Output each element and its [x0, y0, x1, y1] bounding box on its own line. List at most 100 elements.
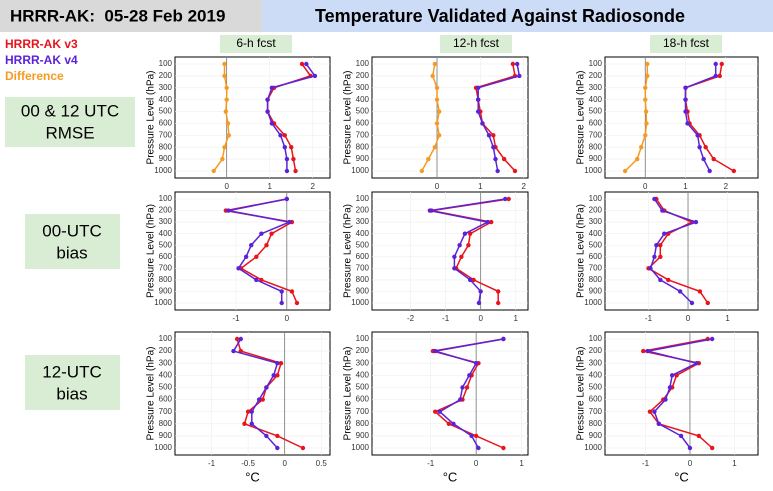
y-tick-label: 700: [589, 263, 603, 272]
header-title: Temperature Validated Against Radiosonde: [315, 6, 685, 26]
point: [694, 361, 699, 366]
point: [643, 97, 648, 102]
row-label: 12-UTC: [42, 362, 102, 381]
point: [284, 156, 290, 162]
series-line: [684, 63, 735, 172]
point: [697, 289, 703, 294]
y-tick-label: 200: [589, 206, 603, 215]
point: [647, 409, 653, 414]
y-tick-label: 1000: [154, 443, 172, 452]
x-tick-label: 2: [311, 182, 316, 191]
series-line: [228, 198, 292, 303]
point: [446, 421, 452, 426]
point: [269, 231, 274, 236]
y-axis-label: Pressure Level (hPa): [576, 347, 587, 441]
y-tick-label: 100: [356, 59, 370, 68]
y-tick-label: 1000: [584, 166, 602, 175]
point: [226, 208, 231, 213]
point: [433, 348, 438, 354]
point: [683, 109, 688, 114]
y-tick-label: 500: [159, 383, 173, 392]
x-tick-label: 1: [478, 182, 483, 191]
point: [282, 145, 287, 150]
legend-entry: HRRR-AK v4: [5, 53, 78, 67]
y-tick-label: 400: [589, 370, 603, 379]
y-tick-label: 1000: [584, 298, 602, 307]
y-tick-label: 600: [159, 395, 173, 404]
y-tick-label: 1000: [154, 298, 172, 307]
y-tick-label: 800: [589, 275, 603, 284]
y-tick-label: 800: [589, 142, 603, 151]
point: [496, 289, 501, 294]
y-tick-label: 500: [356, 240, 370, 249]
y-tick-label: 300: [589, 217, 603, 226]
row-label: 00 & 12 UTC: [21, 101, 119, 120]
x-tick-label: 2: [724, 182, 729, 191]
point: [284, 168, 290, 174]
point: [496, 300, 501, 306]
y-tick-label: 300: [159, 217, 173, 226]
point: [506, 196, 511, 202]
point: [683, 85, 688, 90]
point: [645, 61, 650, 67]
point: [457, 243, 462, 248]
y-tick-label: 200: [356, 206, 370, 215]
point: [658, 254, 663, 259]
y-tick-label: 100: [589, 194, 603, 203]
y-tick-label: 700: [589, 407, 603, 416]
x-tick-label: 0: [285, 314, 290, 323]
y-tick-label: 1000: [351, 443, 369, 452]
x-tick-label: -2: [407, 314, 415, 323]
series-line: [236, 338, 304, 449]
point: [289, 145, 294, 150]
point: [271, 373, 276, 378]
y-tick-label: 800: [589, 419, 603, 428]
x-axis-label: °C: [245, 469, 260, 484]
point: [304, 61, 309, 67]
point: [645, 73, 650, 79]
point: [294, 300, 300, 306]
x-tick-label: 0: [224, 182, 229, 191]
series-line: [475, 63, 516, 172]
point: [501, 336, 506, 342]
point: [667, 385, 673, 390]
point: [452, 266, 457, 271]
point: [517, 73, 522, 79]
y-tick-label: 500: [159, 240, 173, 249]
point: [269, 85, 275, 90]
y-tick-label: 400: [159, 95, 173, 104]
col-label: 18-h fcst: [663, 36, 710, 50]
y-tick-label: 800: [356, 275, 370, 284]
y-axis-label: Pressure Level (hPa): [343, 204, 354, 298]
point: [639, 145, 644, 150]
y-tick-label: 600: [159, 119, 173, 128]
row-label: 00-UTC: [42, 221, 102, 240]
point: [689, 300, 695, 306]
point: [709, 336, 715, 342]
point: [696, 433, 702, 439]
y-tick-label: 800: [159, 275, 173, 284]
point: [466, 243, 471, 248]
y-tick-label: 900: [159, 287, 173, 296]
y-tick-label: 300: [356, 358, 370, 367]
y-tick-label: 200: [356, 71, 370, 80]
col-label-bg: [220, 35, 292, 53]
y-axis-label: Pressure Level (hPa): [343, 347, 354, 441]
y-tick-label: 100: [159, 194, 173, 203]
y-tick-label: 900: [589, 287, 603, 296]
legend-entry: Difference: [5, 69, 64, 83]
y-tick-label: 200: [589, 346, 603, 355]
point: [275, 373, 280, 378]
point: [643, 133, 648, 138]
point: [254, 277, 259, 283]
y-tick-label: 300: [589, 83, 603, 92]
y-tick-label: 800: [159, 419, 173, 428]
y-tick-label: 800: [159, 142, 173, 151]
point: [430, 73, 435, 79]
point: [259, 231, 264, 236]
x-tick-label: 1: [683, 182, 688, 191]
y-tick-label: 1000: [351, 166, 369, 175]
point: [223, 109, 229, 114]
col-label-bg: [440, 35, 512, 53]
point: [426, 156, 431, 162]
